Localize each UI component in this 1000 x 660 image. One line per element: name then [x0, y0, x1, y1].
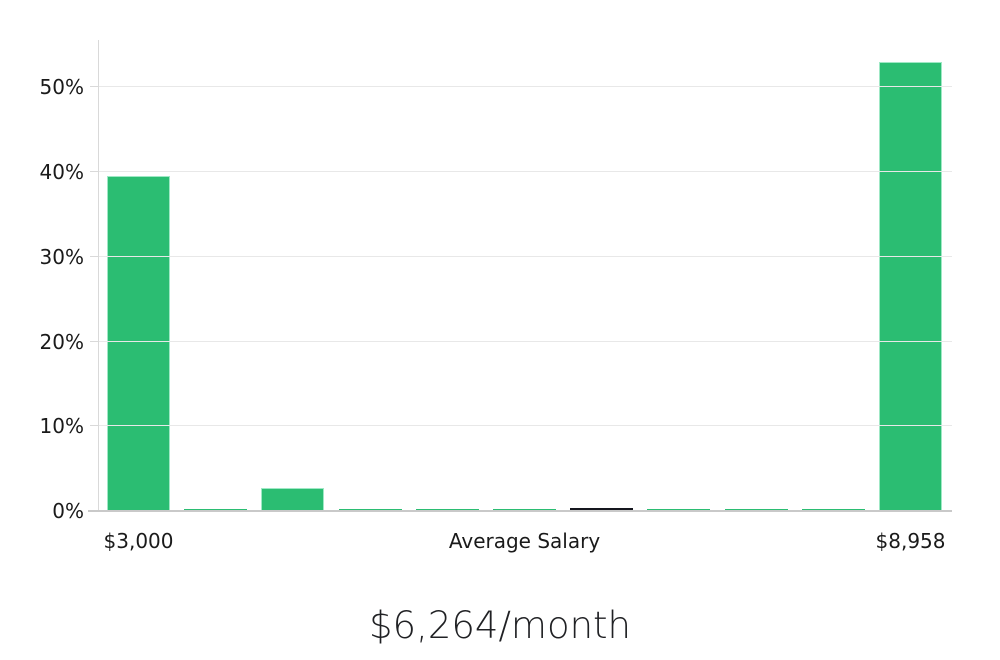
y-axis-tick-label: 40%	[39, 160, 84, 185]
distribution-bar	[261, 488, 325, 511]
y-axis-tick	[90, 86, 98, 88]
y-axis-tick	[90, 171, 98, 173]
y-axis-line	[98, 40, 99, 511]
distribution-bar	[107, 176, 170, 511]
y-axis-tick-label: 30%	[39, 244, 84, 269]
average-salary-marker-bar	[570, 508, 634, 511]
y-axis-tick	[90, 340, 98, 342]
y-axis-tick	[90, 425, 98, 427]
x-axis-tick-label: $3,000	[103, 529, 174, 553]
y-axis-tick-label: 10%	[39, 414, 84, 439]
gridline	[99, 86, 952, 88]
gridline	[99, 425, 952, 427]
gridline	[99, 171, 952, 173]
x-axis-tick-label: Average Salary	[448, 529, 601, 553]
x-axis-tick-label: $8,958	[875, 529, 946, 553]
gridline	[99, 255, 952, 257]
gridline	[99, 340, 952, 342]
distribution-bar	[879, 62, 942, 511]
chart-title: $6,264/month	[368, 604, 632, 647]
y-axis-tick-label: 0%	[52, 499, 84, 523]
y-axis: 0% 10% 20% 30% 40% 50%	[0, 40, 98, 523]
y-axis-tick-label: 50%	[39, 75, 84, 100]
y-axis-tick	[90, 255, 98, 257]
x-axis-line	[88, 510, 952, 512]
y-axis-tick-label: 20%	[39, 329, 84, 354]
plot-area	[88, 40, 952, 512]
